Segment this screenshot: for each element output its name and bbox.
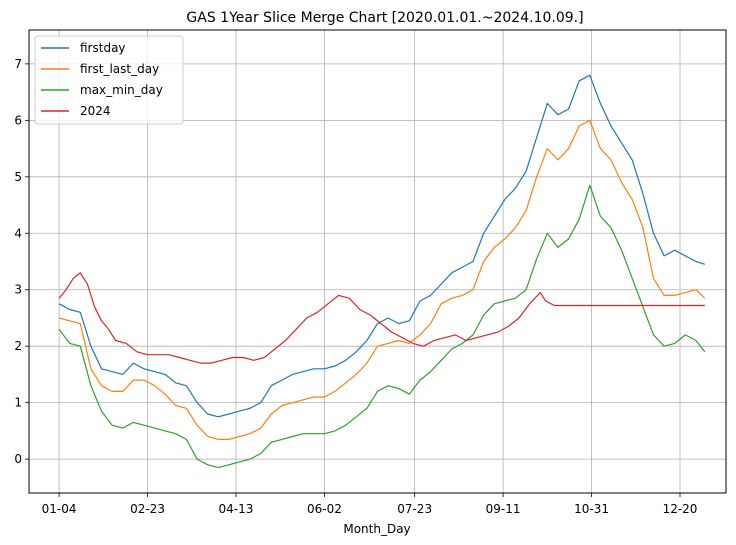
- x-axis: 01-04 02-23 04-13 06-02 07-23 09-11 10-31 12-20: [42, 493, 698, 516]
- y-tick-label: 5: [14, 170, 22, 184]
- legend-label: max_min_day: [80, 83, 163, 97]
- y-tick-label: 7: [14, 57, 22, 71]
- series-line-first-last-day: [58, 119, 706, 440]
- x-tick-label: 12-20: [663, 502, 698, 516]
- chart-title: GAS 1Year Slice Merge Chart [2020.01.01.…: [186, 10, 583, 26]
- series-line-2024: [58, 272, 705, 364]
- y-tick-label: 0: [14, 452, 22, 466]
- y-tick-label: 1: [14, 396, 22, 410]
- x-tick-label: 10-31: [574, 502, 609, 516]
- x-tick-label: 06-02: [307, 502, 342, 516]
- legend-box: [34, 35, 184, 125]
- x-tick-label: 09-11: [486, 502, 521, 516]
- series-line-max-min-day: [58, 184, 706, 469]
- y-tick-label: 2: [14, 339, 22, 353]
- x-tick-label: 02-23: [130, 502, 165, 516]
- x-tick-label: 07-23: [397, 502, 432, 516]
- y-axis: 0 1 2 3 4 5 6 7: [14, 57, 29, 466]
- x-tick-label: 04-13: [219, 502, 254, 516]
- legend: firstday first_last_day max_min_day 2024: [34, 35, 184, 125]
- series-layer: [58, 74, 706, 469]
- legend-label: firstday: [80, 41, 126, 55]
- y-tick-label: 6: [14, 113, 22, 127]
- x-axis-label: Month_Day: [343, 522, 410, 536]
- series-line-firstday: [58, 74, 705, 418]
- legend-label: first_last_day: [80, 62, 159, 76]
- plot-area: [58, 74, 706, 469]
- y-tick-label: 4: [14, 226, 22, 240]
- y-tick-label: 3: [14, 283, 22, 297]
- x-tick-label: 01-04: [42, 502, 77, 516]
- plot-frame: [28, 29, 727, 494]
- legend-label: 2024: [80, 104, 111, 118]
